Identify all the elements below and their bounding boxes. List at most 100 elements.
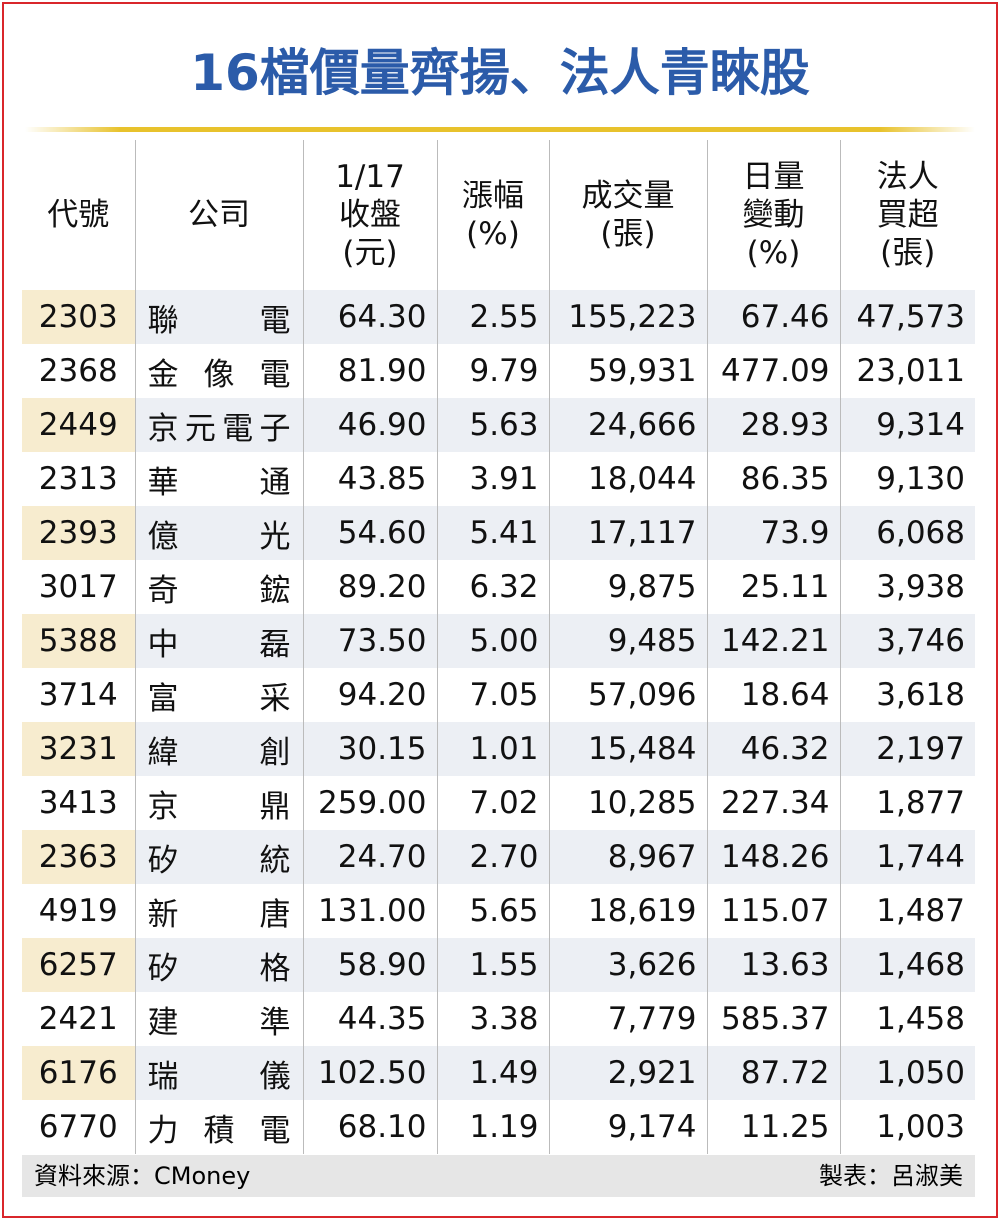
cell: 8,967: [548, 830, 707, 884]
cell: 新唐: [134, 884, 303, 938]
header-line: 法人: [876, 159, 939, 195]
row: 2363 矽統 24.70 2.70 8,967 148.26 1,744: [22, 830, 975, 884]
cell: 1,458: [839, 992, 975, 1046]
row: 6176 瑞儀 102.50 1.49 2,921 87.72 1,050: [22, 1046, 975, 1100]
header-row: 代號 公司 1/17 收盤 (元) 漲幅 (%) 成交量 (張) 日量 變動 (%) 法人 買超 (張): [22, 140, 975, 290]
cell: 3413: [38, 785, 118, 821]
cell: 6.32: [436, 560, 549, 614]
header-line: 日量: [742, 159, 805, 195]
cell: 3,938: [839, 560, 975, 614]
cell: 矽格: [134, 938, 303, 992]
cell: 7.02: [436, 776, 549, 830]
header-line: (元): [342, 235, 398, 271]
cell: 64.30: [302, 290, 437, 344]
cell: 3.38: [436, 992, 549, 1046]
cell: 585.37: [706, 992, 840, 1046]
cell: 68.10: [302, 1100, 437, 1154]
cell: 瑞儀: [134, 1046, 303, 1100]
row: 2368 金像電 81.90 9.79 59,931 477.09 23,011: [22, 344, 975, 398]
cell: 5.65: [436, 884, 549, 938]
header-line: (%): [746, 235, 801, 271]
cell: 24.70: [302, 830, 437, 884]
cell: 25.11: [706, 560, 840, 614]
header-line: 漲幅: [462, 178, 524, 214]
maker: 製表：呂淑美: [819, 1162, 963, 1190]
cell: 3,626: [548, 938, 707, 992]
cell: 142.21: [706, 614, 840, 668]
cell: 18,619: [548, 884, 707, 938]
cell: 聯電: [134, 290, 303, 344]
cell: 155,223: [548, 290, 707, 344]
title: 16檔價量齊揚、法人青睞股: [190, 44, 810, 102]
header-line: 公司: [188, 197, 250, 233]
cell: 1.55: [436, 938, 549, 992]
cell: 54.60: [302, 506, 437, 560]
source: 資料來源：CMoney: [34, 1162, 251, 1190]
header-line: 買超: [876, 197, 939, 233]
cell: 28.93: [706, 398, 840, 452]
cell: 1,050: [839, 1046, 975, 1100]
header-cell: 成交量 (張): [548, 140, 707, 290]
cell: 5388: [22, 614, 135, 668]
header-cell: 日量 變動 (%): [706, 140, 840, 290]
cell: 6257: [22, 938, 135, 992]
row: 2393 億光 54.60 5.41 17,117 73.9 6,068: [22, 506, 975, 560]
cell: 4919: [38, 893, 118, 929]
cell: 477.09: [706, 344, 840, 398]
row: 2421 建準 44.35 3.38 7,779 585.37 1,458: [22, 992, 975, 1046]
cell: 富采: [134, 668, 303, 722]
row: 3714 富采 94.20 7.05 57,096 18.64 3,618: [22, 668, 975, 722]
cell: 102.50: [302, 1046, 437, 1100]
cell: 1,877: [839, 776, 975, 830]
row: 4919 新唐 131.00 5.65 18,619 115.07 1,487: [22, 884, 975, 938]
cell: 73.50: [302, 614, 437, 668]
cell: 9.79: [436, 344, 549, 398]
cell: 115.07: [706, 884, 840, 938]
cell: 3017: [38, 569, 118, 605]
cell: 10,285: [548, 776, 707, 830]
cell: 1.19: [436, 1100, 549, 1154]
cell: 3,746: [839, 614, 975, 668]
cell: 86.35: [706, 452, 840, 506]
cell: 6770: [38, 1109, 118, 1145]
cell: 1,468: [839, 938, 975, 992]
header-cell: 1/17 收盤 (元): [302, 140, 437, 290]
cell: 建準: [134, 992, 303, 1046]
header-cell: 代號: [22, 140, 135, 290]
header-line: 代號: [47, 197, 110, 233]
cell: 9,174: [548, 1100, 707, 1154]
cell: 力積電: [134, 1100, 303, 1154]
cell: 47,573: [839, 290, 975, 344]
cell: 57,096: [548, 668, 707, 722]
cell: 46.32: [706, 722, 840, 776]
cell: 2368: [38, 353, 118, 389]
cell: 2303: [22, 290, 135, 344]
cell: 2313: [38, 461, 118, 497]
cell: 京元電子: [134, 398, 303, 452]
cell: 17,117: [548, 506, 707, 560]
cell: 81.90: [302, 344, 437, 398]
cell: 1.49: [436, 1046, 549, 1100]
cell: 46.90: [302, 398, 437, 452]
cell: 87.72: [706, 1046, 840, 1100]
header-line: 1/17: [335, 159, 405, 195]
cell: 2421: [38, 1001, 118, 1037]
cell: 58.90: [302, 938, 437, 992]
row: 6257 矽格 58.90 1.55 3,626 13.63 1,468: [22, 938, 975, 992]
cell: 6176: [22, 1046, 135, 1100]
cell: 矽統: [134, 830, 303, 884]
cell: 9,485: [548, 614, 707, 668]
row: 2313 華通 43.85 3.91 18,044 86.35 9,130: [22, 452, 975, 506]
header-line: (張): [600, 216, 656, 252]
cell: 3,618: [839, 668, 975, 722]
cell: 7.05: [436, 668, 549, 722]
cell: 23,011: [839, 344, 975, 398]
cell: 259.00: [302, 776, 437, 830]
cell: 3714: [38, 677, 118, 713]
cell: 73.9: [706, 506, 840, 560]
cell: 2.55: [436, 290, 549, 344]
cell: 2449: [22, 398, 135, 452]
header-cell: 法人 買超 (張): [839, 140, 975, 290]
